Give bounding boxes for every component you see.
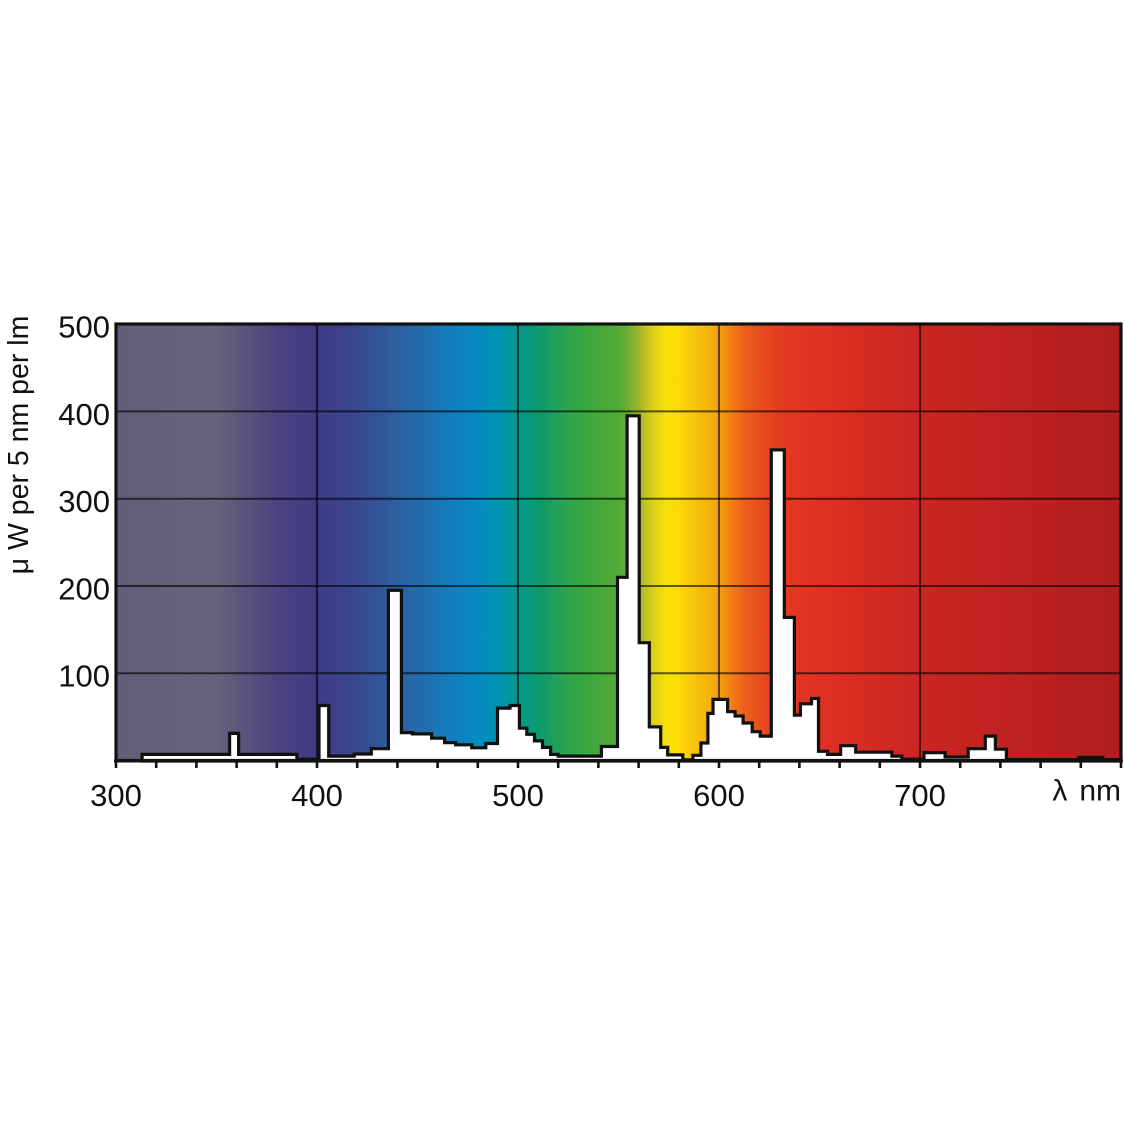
svg-text:700: 700 xyxy=(894,778,946,813)
svg-text:100: 100 xyxy=(58,659,110,694)
svg-text:μ W per 5 nm per lm: μ W per 5 nm per lm xyxy=(3,316,35,575)
svg-text:600: 600 xyxy=(693,778,745,813)
svg-text:300: 300 xyxy=(58,484,110,519)
svg-text:400: 400 xyxy=(291,778,343,813)
svg-text:200: 200 xyxy=(58,572,110,607)
svg-text:400: 400 xyxy=(58,397,110,432)
svg-text:500: 500 xyxy=(492,778,544,813)
svg-text:500: 500 xyxy=(58,310,110,345)
svg-text:λ nm: λ nm xyxy=(1052,775,1121,808)
svg-text:300: 300 xyxy=(90,778,142,813)
